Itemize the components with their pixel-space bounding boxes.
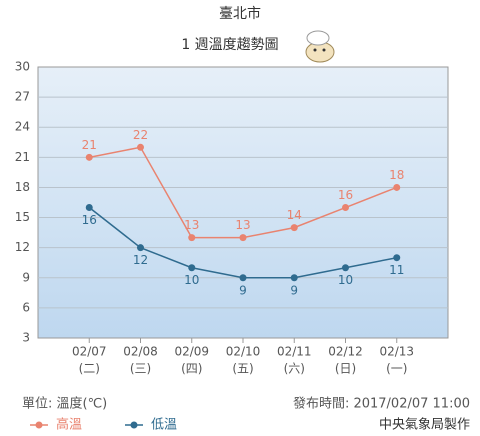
x-weekday-label: (六)	[284, 362, 305, 376]
y-tick-label: 12	[15, 240, 30, 254]
y-tick-label: 6	[22, 300, 30, 314]
point	[239, 234, 247, 242]
unit-label: 單位: 溫度(℃)	[22, 396, 107, 412]
data-label: 16	[82, 213, 97, 227]
x-tick-label: 02/11	[277, 345, 312, 359]
point	[393, 183, 401, 191]
data-label: 13	[184, 218, 199, 232]
point	[342, 264, 349, 272]
point	[342, 204, 349, 212]
point	[188, 234, 196, 242]
data-label: 18	[389, 168, 404, 182]
x-tick-label: 02/13	[379, 345, 414, 359]
x-tick-label: 02/10	[226, 345, 261, 359]
data-label: 13	[235, 218, 250, 232]
data-label: 14	[287, 208, 302, 222]
chart-subtitle: 1 週溫度趨勢圖	[181, 37, 278, 53]
data-label: 9	[290, 283, 298, 297]
point	[393, 254, 401, 262]
point	[290, 274, 298, 282]
data-label: 22	[133, 128, 148, 142]
x-weekday-label: (四)	[181, 362, 202, 376]
legend-marker	[35, 421, 43, 429]
x-weekday-label: (日)	[335, 362, 356, 376]
data-label: 12	[133, 253, 148, 267]
x-weekday-label: (三)	[130, 362, 151, 376]
y-tick-label: 15	[15, 210, 30, 224]
y-tick-label: 24	[15, 120, 30, 134]
y-tick-label: 3	[22, 331, 30, 345]
point	[188, 264, 196, 272]
plot-area	[37, 66, 449, 339]
point	[137, 143, 144, 151]
x-weekday-label: (二)	[79, 362, 100, 376]
point	[239, 274, 247, 282]
data-label: 9	[239, 283, 247, 297]
x-weekday-label: (五)	[232, 362, 253, 376]
x-tick-label: 02/12	[328, 345, 363, 359]
y-tick-label: 21	[15, 150, 30, 164]
credit: 中央氣象局製作	[379, 418, 470, 433]
point	[290, 224, 298, 232]
point	[85, 153, 93, 161]
legend-label: 高溫	[56, 417, 82, 433]
y-tick-label: 30	[15, 60, 30, 74]
data-label: 10	[184, 273, 199, 287]
x-tick-label: 02/09	[174, 345, 209, 359]
mascot	[305, 30, 335, 63]
data-label: 11	[389, 263, 404, 277]
point	[85, 204, 93, 212]
data-label: 21	[82, 138, 97, 152]
chart-title: 臺北市	[219, 5, 261, 22]
x-tick-label: 02/08	[123, 345, 158, 359]
point	[137, 244, 144, 252]
issued-time: 發布時間: 2017/02/07 11:00	[293, 397, 470, 412]
x-tick-label: 02/07	[72, 345, 107, 359]
y-tick-label: 18	[15, 180, 30, 194]
data-label: 10	[338, 273, 353, 287]
legend-label: 低溫	[151, 418, 177, 433]
x-weekday-label: (一)	[386, 362, 407, 376]
y-tick-label: 27	[15, 90, 30, 104]
data-label: 16	[338, 188, 353, 202]
legend-marker	[130, 421, 138, 429]
y-tick-label: 9	[22, 270, 30, 284]
